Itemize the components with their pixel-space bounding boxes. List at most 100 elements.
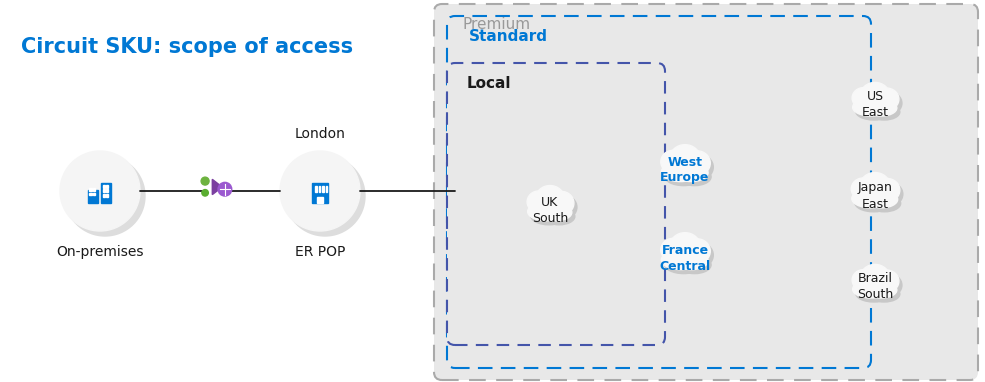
Ellipse shape	[877, 92, 902, 114]
Bar	[102, 185, 104, 188]
Ellipse shape	[874, 178, 900, 202]
Ellipse shape	[855, 193, 892, 212]
Ellipse shape	[664, 166, 703, 186]
Text: Standard: Standard	[469, 29, 548, 44]
Ellipse shape	[861, 264, 889, 290]
Ellipse shape	[856, 102, 892, 120]
Bar	[90, 193, 92, 196]
Bar	[322, 186, 324, 192]
Ellipse shape	[539, 189, 567, 216]
Ellipse shape	[866, 282, 896, 298]
Bar	[88, 190, 98, 203]
Ellipse shape	[661, 238, 685, 261]
Ellipse shape	[664, 254, 703, 274]
Ellipse shape	[678, 168, 711, 186]
Bar	[93, 193, 96, 196]
Ellipse shape	[877, 274, 902, 296]
Ellipse shape	[664, 242, 688, 265]
Ellipse shape	[861, 83, 889, 108]
Circle shape	[285, 156, 365, 236]
Ellipse shape	[852, 87, 875, 108]
Ellipse shape	[678, 256, 711, 274]
Ellipse shape	[864, 86, 892, 112]
Text: Local: Local	[467, 76, 511, 91]
Ellipse shape	[664, 154, 688, 177]
Bar	[106, 185, 108, 188]
Ellipse shape	[536, 186, 564, 212]
Ellipse shape	[874, 88, 899, 110]
Ellipse shape	[855, 274, 878, 295]
FancyBboxPatch shape	[447, 16, 871, 368]
Bar	[325, 186, 327, 192]
Ellipse shape	[530, 195, 553, 217]
Polygon shape	[213, 179, 223, 194]
Ellipse shape	[684, 239, 710, 264]
Ellipse shape	[866, 100, 896, 116]
Ellipse shape	[852, 270, 875, 290]
Text: Premium: Premium	[462, 17, 530, 32]
Bar	[106, 189, 108, 192]
Ellipse shape	[855, 92, 878, 112]
Bar	[101, 183, 111, 203]
Ellipse shape	[869, 286, 900, 302]
Ellipse shape	[528, 202, 564, 221]
Ellipse shape	[531, 206, 567, 225]
Ellipse shape	[661, 151, 685, 173]
Ellipse shape	[675, 252, 708, 270]
Ellipse shape	[673, 236, 703, 265]
Ellipse shape	[541, 204, 572, 221]
Bar	[90, 188, 92, 191]
Bar	[311, 183, 328, 203]
Ellipse shape	[869, 104, 900, 120]
Ellipse shape	[549, 191, 574, 215]
Bar	[102, 189, 104, 192]
Bar	[106, 194, 108, 196]
Text: Circuit SKU: scope of access: Circuit SKU: scope of access	[21, 37, 354, 57]
Ellipse shape	[852, 189, 889, 208]
Ellipse shape	[863, 176, 893, 203]
Ellipse shape	[675, 164, 708, 181]
Ellipse shape	[670, 145, 700, 173]
Text: London: London	[295, 127, 346, 141]
Ellipse shape	[874, 270, 899, 292]
Text: France
Central: France Central	[659, 243, 710, 272]
Circle shape	[201, 177, 209, 185]
FancyBboxPatch shape	[434, 4, 978, 380]
Bar	[102, 194, 104, 196]
Ellipse shape	[673, 149, 703, 177]
Ellipse shape	[552, 196, 577, 219]
Ellipse shape	[860, 173, 890, 199]
Ellipse shape	[527, 191, 550, 213]
Ellipse shape	[853, 280, 889, 298]
Bar	[93, 188, 96, 191]
FancyBboxPatch shape	[447, 63, 665, 345]
Ellipse shape	[877, 182, 903, 206]
Text: West
Europe: West Europe	[660, 155, 709, 185]
Ellipse shape	[670, 233, 700, 261]
Text: US
East: US East	[862, 91, 888, 120]
Ellipse shape	[661, 250, 700, 270]
Text: UK
South: UK South	[532, 196, 568, 225]
Ellipse shape	[661, 162, 700, 181]
Circle shape	[218, 182, 231, 196]
Bar	[319, 186, 320, 192]
Bar	[315, 186, 317, 192]
Circle shape	[60, 151, 140, 231]
Text: Brazil
South: Brazil South	[857, 272, 893, 301]
Ellipse shape	[854, 182, 878, 204]
Ellipse shape	[869, 195, 900, 212]
Ellipse shape	[856, 285, 892, 302]
Ellipse shape	[687, 155, 713, 180]
Ellipse shape	[544, 208, 575, 225]
Text: Japan
East: Japan East	[858, 181, 892, 210]
Circle shape	[65, 156, 145, 236]
Circle shape	[280, 151, 360, 231]
Ellipse shape	[865, 191, 897, 208]
Ellipse shape	[864, 269, 892, 294]
Ellipse shape	[853, 99, 889, 116]
Ellipse shape	[684, 151, 710, 175]
Ellipse shape	[687, 243, 713, 267]
Text: ER POP: ER POP	[295, 245, 345, 259]
Ellipse shape	[851, 178, 875, 200]
Circle shape	[202, 189, 209, 196]
